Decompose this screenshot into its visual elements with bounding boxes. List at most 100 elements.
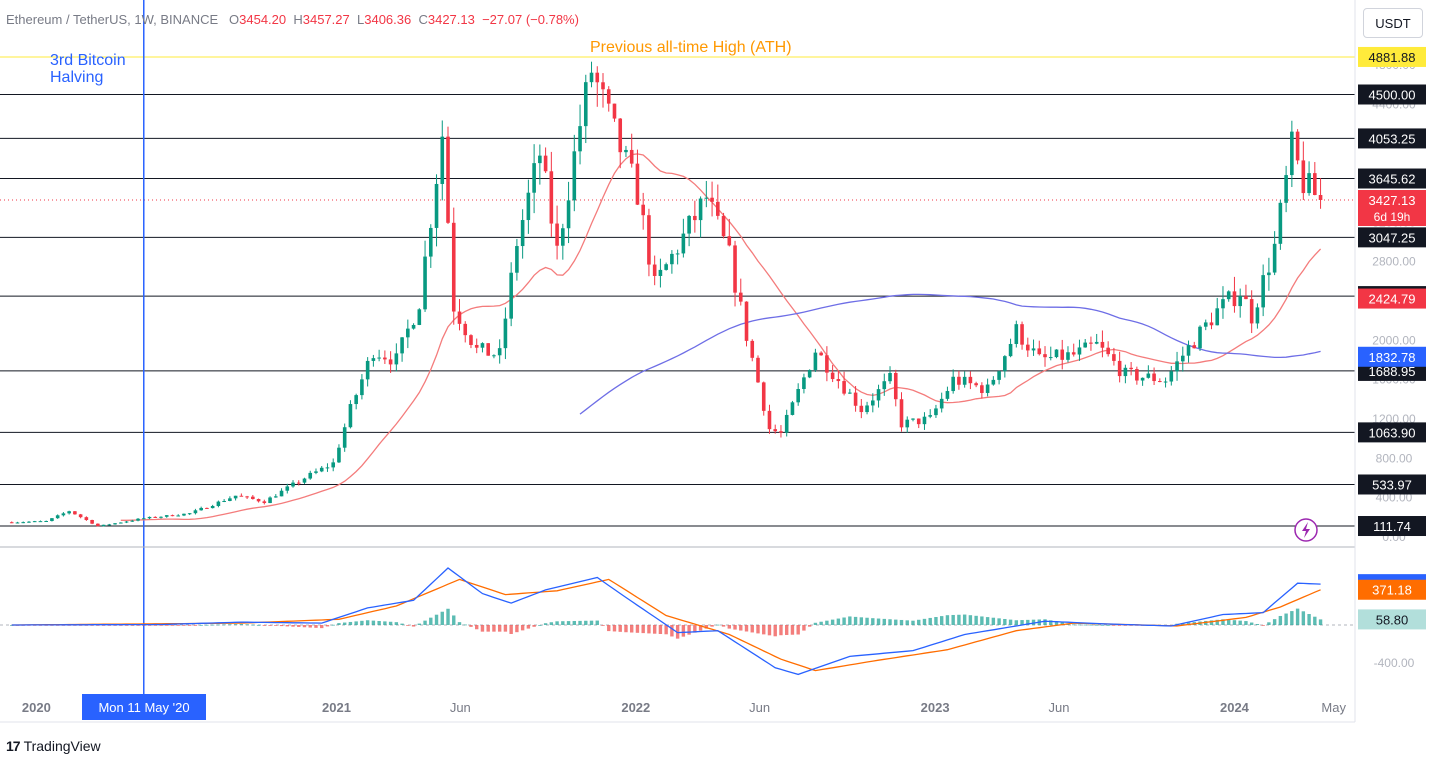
macd-histogram-bar bbox=[871, 618, 875, 625]
symbol-name[interactable]: Ethereum / TetherUS, 1W, BINANCE bbox=[6, 12, 219, 27]
candle-body bbox=[457, 311, 462, 324]
candle-body bbox=[73, 511, 77, 515]
candle-body bbox=[733, 245, 737, 293]
macd-histogram-bar bbox=[1232, 620, 1237, 625]
candle-body bbox=[1003, 356, 1007, 372]
brand-name: TradingView bbox=[23, 738, 101, 754]
candle-body bbox=[388, 359, 393, 365]
macd-histogram-bar bbox=[1318, 619, 1323, 625]
macd-histogram-bar bbox=[756, 625, 760, 634]
macd-histogram-bar bbox=[1221, 619, 1225, 625]
macd-histogram-bar bbox=[486, 625, 490, 632]
x-tick-label: Jun bbox=[749, 700, 770, 715]
candle-body bbox=[1186, 345, 1191, 356]
candle-body bbox=[141, 518, 146, 520]
macd-histogram-bar bbox=[193, 625, 198, 626]
macd-histogram-bar bbox=[750, 625, 754, 633]
candle-body bbox=[825, 355, 829, 373]
macd-histogram-bar bbox=[773, 625, 777, 637]
macd-histogram-bar bbox=[1123, 625, 1128, 626]
macd-histogram-bar bbox=[578, 620, 582, 625]
macd-histogram-bar bbox=[475, 625, 479, 630]
candle-body bbox=[503, 318, 508, 349]
macd-histogram-bar bbox=[348, 621, 353, 625]
macd-histogram-bar bbox=[859, 617, 864, 625]
macd-histogram-bar bbox=[1215, 619, 1219, 625]
candle-body bbox=[945, 391, 950, 399]
currency-button[interactable]: USDT bbox=[1363, 8, 1423, 38]
candle-body bbox=[96, 523, 100, 527]
x-tick-label: Jun bbox=[450, 700, 471, 715]
candle-body bbox=[199, 507, 203, 511]
candle-body bbox=[578, 126, 582, 152]
candle-body bbox=[1077, 347, 1082, 355]
macd-histogram-bar bbox=[601, 625, 605, 626]
candle-body bbox=[486, 343, 490, 356]
candle-body bbox=[136, 518, 140, 521]
level-tag-label: 4500.00 bbox=[1369, 88, 1416, 103]
level-tag-label: 4881.88 bbox=[1369, 50, 1416, 65]
macd-histogram-bar bbox=[279, 625, 284, 627]
macd-histogram-bar bbox=[1077, 624, 1082, 626]
macd-histogram-bar bbox=[1106, 625, 1110, 626]
candle-body bbox=[119, 522, 123, 524]
macd-histogram-bar bbox=[320, 625, 324, 629]
level-tag bbox=[1358, 516, 1426, 537]
candle-body bbox=[331, 462, 336, 468]
candle-body bbox=[216, 501, 221, 507]
candle-body bbox=[802, 377, 806, 390]
candle-body bbox=[618, 118, 623, 153]
level-tag-label: 111.74 bbox=[1373, 519, 1411, 534]
macd-histogram-bar bbox=[1089, 624, 1093, 626]
macd-histogram-bar bbox=[291, 625, 295, 627]
macd-histogram-bar bbox=[176, 625, 180, 626]
macd-histogram-bar bbox=[302, 625, 307, 628]
macd-histogram-bar bbox=[618, 625, 622, 632]
candle-body bbox=[1112, 354, 1116, 361]
macd-histogram-bar bbox=[388, 621, 393, 625]
macd-histogram-bar bbox=[561, 621, 565, 625]
macd-histogram-bar bbox=[905, 620, 909, 625]
candle-body bbox=[951, 376, 955, 392]
countdown-label: 6d 19h bbox=[1374, 210, 1411, 224]
tradingview-brand[interactable]: 17 TradingView bbox=[6, 738, 101, 754]
candle-body bbox=[922, 416, 927, 425]
level-tag-label: 533.97 bbox=[1372, 477, 1412, 492]
macd-histogram-bar bbox=[1117, 625, 1122, 626]
macd-pane bbox=[0, 567, 1355, 676]
candle-body bbox=[153, 516, 158, 518]
macd-histogram-bar bbox=[371, 620, 376, 625]
candle-body bbox=[1037, 348, 1042, 355]
macd-histogram-bar bbox=[894, 619, 898, 625]
candle-body bbox=[233, 495, 238, 499]
macd-histogram-bar bbox=[1031, 619, 1036, 625]
macd-histogram-bar bbox=[251, 624, 255, 626]
candle-body bbox=[572, 151, 577, 201]
macd-histogram-bar bbox=[848, 616, 852, 625]
candle-body bbox=[147, 516, 152, 519]
candle-body bbox=[583, 82, 588, 127]
macd-histogram-bar bbox=[922, 618, 927, 625]
macd-histogram-bar bbox=[515, 625, 519, 633]
macd-histogram-bar bbox=[239, 624, 244, 625]
candle-body bbox=[612, 103, 617, 119]
macd-histogram-bar bbox=[492, 625, 496, 632]
macd-histogram-bar bbox=[429, 617, 433, 625]
macd-histogram-bar bbox=[354, 621, 358, 625]
candle-body bbox=[176, 515, 181, 517]
macd-histogram-bar bbox=[917, 619, 921, 625]
candle-body bbox=[515, 246, 519, 273]
macd-histogram-bar bbox=[980, 616, 984, 625]
candle-body bbox=[681, 233, 686, 254]
candle-body bbox=[934, 408, 938, 416]
price-tags: 4881.884500.004053.253645.623047.252449.… bbox=[1358, 46, 1426, 630]
macd-histogram-bar bbox=[1244, 621, 1248, 625]
candle-body bbox=[480, 343, 485, 348]
candle-body bbox=[1008, 343, 1013, 357]
candle-body bbox=[635, 163, 640, 205]
candle-body bbox=[302, 478, 307, 483]
candle-body bbox=[325, 467, 330, 469]
candle-body bbox=[1290, 131, 1294, 176]
x-tick-label: May bbox=[1321, 700, 1346, 715]
